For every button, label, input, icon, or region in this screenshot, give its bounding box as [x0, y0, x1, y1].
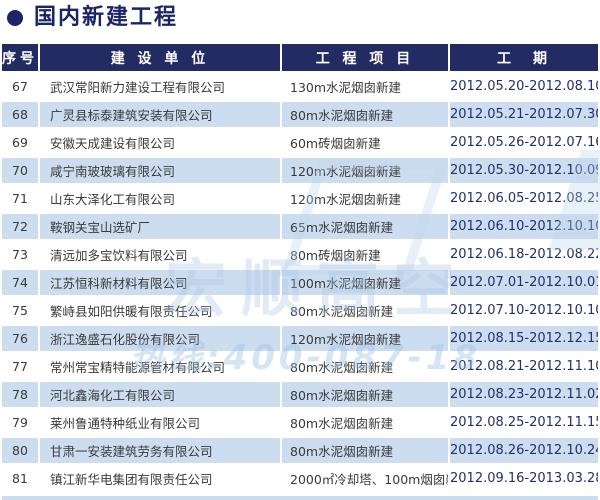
row-number-cell: 67 — [2, 74, 38, 99]
company-cell: 江苏恒科新材料有限公司 — [40, 270, 280, 295]
company-cell: 浙江逸盛石化股份有限公司 — [40, 326, 280, 351]
row-number-cell: 73 — [2, 242, 38, 267]
company-cell: 甘肃一安装建筑劳务有限公司 — [40, 438, 280, 463]
table-row: 77 常州常宝精特能源管材有限公司 80m水泥烟囱新建 2012.08.21-2012… — [2, 354, 598, 379]
row-number-cell: 72 — [2, 214, 38, 239]
period-cell: 2012.08.26-2012.10.24 — [450, 438, 598, 463]
company-cell: 咸宁南玻玻璃有限公司 — [40, 158, 280, 183]
table-row: 69 安徽天成建设有限公司 60m砖烟囱新建 2012.05.26-2012.07.1… — [2, 130, 598, 155]
table-row: 79 莱州鲁通特种纸业有限公司 80m水泥烟囱新建 2012.08.25-2012.1… — [2, 410, 598, 435]
company-cell: 镇江新华电集团有限责任公司 — [40, 466, 280, 491]
row-number-cell: 70 — [2, 158, 38, 183]
company-cell: 山东大泽化工有限公司 — [40, 186, 280, 211]
table-row: 70 咸宁南玻玻璃有限公司 120m水泥烟囱新建 2012.05.30-2012.10… — [2, 158, 598, 183]
period-cell: 2012.08.21-2012.11.10 — [450, 354, 598, 379]
row-number-cell: 69 — [2, 130, 38, 155]
company-cell: 鞍钢关宝山选矿厂 — [40, 214, 280, 239]
period-cell: 2012.06.18-2012.08.22 — [450, 242, 598, 267]
project-cell: 80m水泥烟囱新建 — [282, 410, 448, 435]
project-cell: 120m水泥烟囱新建 — [282, 326, 448, 351]
row-number-cell: 71 — [2, 186, 38, 211]
table-row: 80 甘肃一安装建筑劳务有限公司 80m水泥烟囱新建 2012.08.26-2012.… — [2, 438, 598, 463]
company-cell: 莱州鲁通特种纸业有限公司 — [40, 410, 280, 435]
company-cell: 常州常宝精特能源管材有限公司 — [40, 354, 280, 379]
project-cell: 80m水泥烟囱新建 — [282, 438, 448, 463]
next-row-peek — [2, 496, 598, 500]
row-number-cell: 77 — [2, 354, 38, 379]
row-number-cell: 81 — [2, 466, 38, 491]
project-cell: 80m水泥烟囱新建 — [282, 354, 448, 379]
table-row: 76 浙江逸盛石化股份有限公司 120m水泥烟囱新建 2012.08.15-2012.… — [2, 326, 598, 351]
period-cell: 2012.05.21-2012.07.30 — [450, 102, 598, 127]
company-cell: 繁峙县如阳供暖有限责任公司 — [40, 298, 280, 323]
period-cell: 2012.06.05-2012.08.25 — [450, 186, 598, 211]
project-cell: 130m水泥烟囱新建 — [282, 74, 448, 99]
period-cell: 2012.05.26-2012.07.16 — [450, 130, 598, 155]
table-row: 81镇江新华电集团有限责任公司2000㎡冷却塔、100m烟囱新建2012.09.… — [2, 466, 598, 491]
project-cell: 80m水泥烟囱新建 — [282, 298, 448, 323]
table-row: 67 武汉常阳新力建设工程有限公司 130m水泥烟囱新建 2012.05.20-201… — [2, 74, 598, 99]
column-header-project: 工 程 项 目 — [282, 44, 448, 71]
project-cell: 2000㎡冷却塔、100m烟囱新建 — [282, 466, 448, 491]
bullet-icon — [7, 10, 23, 26]
row-number-cell: 78 — [2, 382, 38, 407]
row-number-cell: 74 — [2, 270, 38, 295]
table-row: 74 江苏恒科新材料有限公司 100m水泥烟囱新建 2012.07.01-2012.1… — [2, 270, 598, 295]
period-cell: 2012.07.01-2012.10.01 — [450, 270, 598, 295]
period-cell: 2012.07.10-2012.10.10 — [450, 298, 598, 323]
page-title-text: 国内新建工程 — [34, 5, 179, 30]
project-cell: 80m水泥烟囱新建 — [282, 102, 448, 127]
row-number-cell: 80 — [2, 438, 38, 463]
row-number-cell: 68 — [2, 102, 38, 127]
table-header: 序号建 设 单 位工 程 项 目工 期 — [2, 44, 598, 71]
column-header-period: 工 期 — [450, 44, 598, 71]
project-cell: 120m水泥烟囱新建 — [282, 186, 448, 211]
period-cell: 2012.08.15-2012.12.15 — [450, 326, 598, 351]
column-header-company: 建 设 单 位 — [40, 44, 280, 71]
project-cell: 100m水泥烟囱新建 — [282, 270, 448, 295]
period-cell: 2012.06.10-2012.10.10 — [450, 214, 598, 239]
row-number-cell: 79 — [2, 410, 38, 435]
table-row: 68 广灵县标泰建筑安装有限公司 80m水泥烟囱新建 2012.05.21-2012.… — [2, 102, 598, 127]
table-row: 72 鞍钢关宝山选矿厂 65m水泥烟囱新建 2012.06.10-2012.10.10 — [2, 214, 598, 239]
table-body: 67 武汉常阳新力建设工程有限公司 130m水泥烟囱新建 2012.05.20-201… — [2, 74, 598, 491]
period-cell: 2012.05.30-2012.10.09 — [450, 158, 598, 183]
table-row: 75 繁峙县如阳供暖有限责任公司 80m水泥烟囱新建 2012.07.10-2012.… — [2, 298, 598, 323]
company-cell: 武汉常阳新力建设工程有限公司 — [40, 74, 280, 99]
project-cell: 65m水泥烟囱新建 — [282, 214, 448, 239]
period-cell: 2012.08.25-2012.11.15 — [450, 410, 598, 435]
row-number-cell: 75 — [2, 298, 38, 323]
project-cell: 80m砖烟囱新建 — [282, 242, 448, 267]
row-number-cell: 76 — [2, 326, 38, 351]
table-row: 71 山东大泽化工有限公司 120m水泥烟囱新建 2012.06.05-2012.08… — [2, 186, 598, 211]
period-cell: 2012.05.20-2012.08.10 — [450, 74, 598, 99]
header-row: 序号建 设 单 位工 程 项 目工 期 — [2, 44, 598, 71]
company-cell: 河北鑫海化工有限公司 — [40, 382, 280, 407]
company-cell: 广灵县标泰建筑安装有限公司 — [40, 102, 280, 127]
project-cell: 60m砖烟囱新建 — [282, 130, 448, 155]
table-row: 78 河北鑫海化工有限公司 80m水泥烟囱新建 2012.08.23-2012.11.… — [2, 382, 598, 407]
project-cell: 120m水泥烟囱新建 — [282, 158, 448, 183]
column-header-no: 序号 — [2, 44, 38, 71]
company-cell: 安徽天成建设有限公司 — [40, 130, 280, 155]
period-cell: 2012.08.23-2012.11.02 — [450, 382, 598, 407]
table-row: 73 清远加多宝饮料有限公司 80m砖烟囱新建 2012.06.18-2012.08.… — [2, 242, 598, 267]
projects-table: 序号建 设 单 位工 程 项 目工 期 67 武汉常阳新力建设工程有限公司 130m… — [0, 41, 600, 494]
project-cell: 80m水泥烟囱新建 — [282, 382, 448, 407]
page-title: 国内新建工程 — [7, 7, 178, 29]
company-cell: 清远加多宝饮料有限公司 — [40, 242, 280, 267]
period-cell: 2012.09.16-2013.03.28 — [450, 466, 598, 491]
